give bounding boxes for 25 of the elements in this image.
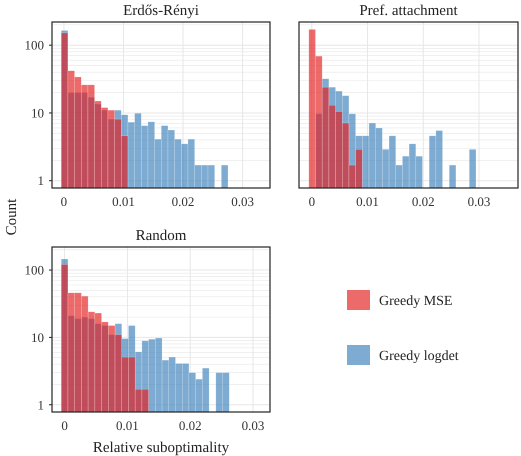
chart-title: Random [136,228,187,244]
y-tick-label: 1 [38,173,44,188]
y-tick-label: 10 [31,105,44,120]
chart-title: Pref. attachment [359,3,458,19]
x-tick-label: 0.03 [242,418,264,433]
y-axis-title: Count [4,198,20,236]
y-tick-label: 100 [24,38,44,53]
x-tick-label: 0 [60,194,68,209]
x-tick-label: 0.02 [178,418,202,433]
x-tick-label: 0 [61,418,68,433]
x-axis-title: Relative suboptimality [92,440,230,456]
legend-label: Greedy MSE [379,294,452,309]
x-tick-label: 0.02 [412,194,435,209]
x-tick-label: 0 [308,194,316,209]
y-tick-label: 10 [31,330,44,345]
x-tick-label: 0.03 [231,194,254,209]
y-tick-label: 100 [24,262,44,278]
chart-title: Erdős-Rényi [123,3,199,19]
x-tick-label: 0.02 [172,194,194,209]
legend-label: Greedy logdet [379,348,459,364]
x-tick-label: 0.01 [112,194,135,209]
x-tick-label: 0.03 [468,194,490,209]
x-tick-label: 0.01 [116,418,139,433]
y-tick-label: 1 [38,397,44,412]
x-tick-label: 0.01 [356,194,379,209]
